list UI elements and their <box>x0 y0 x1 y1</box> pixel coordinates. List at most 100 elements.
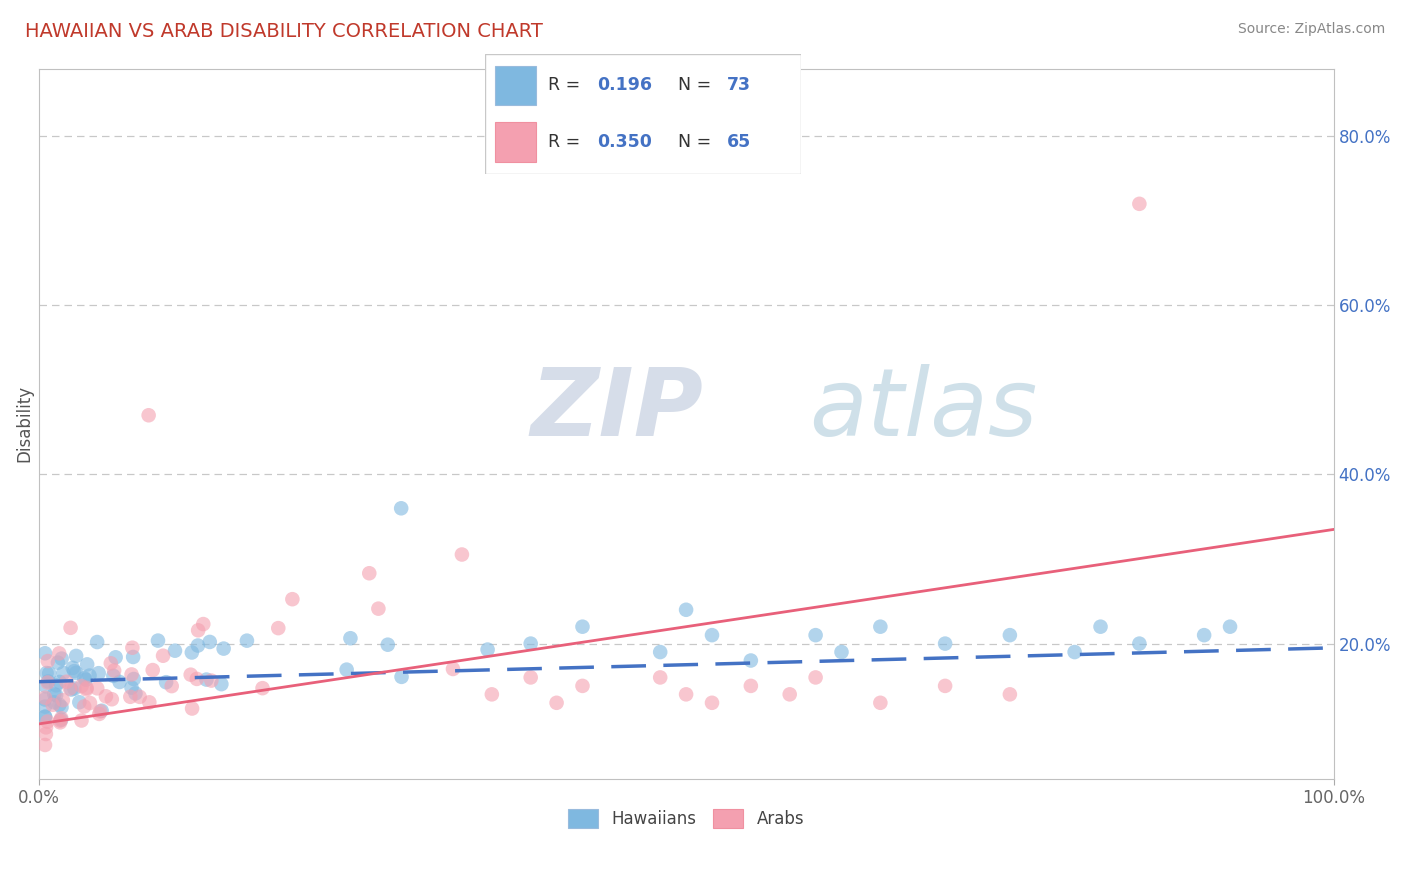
Point <box>700 696 723 710</box>
Point <box>121 640 143 655</box>
Point <box>67 695 90 709</box>
Point <box>389 501 412 516</box>
Point <box>200 673 222 688</box>
Point <box>571 620 593 634</box>
Point <box>79 696 101 710</box>
Point <box>34 738 56 752</box>
Point <box>267 621 290 635</box>
Point <box>49 715 72 730</box>
Point <box>89 706 111 721</box>
Point <box>34 709 56 723</box>
Point <box>51 700 73 714</box>
Point <box>65 648 87 663</box>
Point <box>121 681 143 695</box>
Point <box>650 645 672 659</box>
Point <box>90 704 112 718</box>
Text: atlas: atlas <box>808 364 1038 455</box>
Point <box>180 667 202 681</box>
Point <box>138 409 160 423</box>
Point <box>198 635 221 649</box>
Point <box>34 692 56 706</box>
Y-axis label: Disability: Disability <box>15 385 32 462</box>
Point <box>209 677 232 691</box>
Point <box>675 687 697 701</box>
Point <box>48 675 70 690</box>
Point <box>101 692 124 706</box>
Point <box>519 637 541 651</box>
Point <box>70 714 93 728</box>
Point <box>34 679 56 693</box>
Point <box>59 621 82 635</box>
Text: 73: 73 <box>727 77 751 95</box>
Point <box>212 641 235 656</box>
Point <box>155 675 177 690</box>
Point <box>124 686 146 700</box>
Point <box>37 674 59 689</box>
Point <box>650 670 672 684</box>
Point <box>70 679 93 693</box>
Point <box>45 678 67 692</box>
Text: 65: 65 <box>727 133 751 151</box>
Point <box>63 664 86 678</box>
Point <box>193 617 215 632</box>
Point <box>998 687 1021 701</box>
Point <box>367 601 389 615</box>
Point <box>180 645 202 659</box>
Point <box>831 645 853 659</box>
Point <box>477 642 499 657</box>
Point <box>122 672 145 686</box>
Point <box>35 720 58 734</box>
Point <box>869 620 891 634</box>
Point <box>1192 628 1215 642</box>
Point <box>869 696 891 710</box>
Point <box>75 682 97 697</box>
Point <box>441 662 464 676</box>
Point <box>59 681 82 696</box>
Point <box>55 674 77 689</box>
Point <box>65 665 87 680</box>
Point <box>120 690 142 704</box>
Point <box>34 690 56 705</box>
Point <box>546 696 568 710</box>
Point <box>76 657 98 672</box>
Point <box>87 666 110 681</box>
Point <box>46 656 69 670</box>
Point <box>451 548 474 562</box>
Point <box>1128 637 1150 651</box>
Point <box>804 628 827 642</box>
Point <box>108 675 131 690</box>
Point <box>359 566 381 581</box>
Point <box>42 695 65 709</box>
Point <box>377 638 399 652</box>
Point <box>160 679 183 693</box>
Point <box>481 687 503 701</box>
Point <box>44 687 66 701</box>
Point <box>998 628 1021 642</box>
Point <box>49 714 72 728</box>
Point <box>163 643 186 657</box>
Point <box>122 650 145 665</box>
Point <box>76 681 98 695</box>
Text: N =: N = <box>678 133 717 151</box>
Point <box>60 682 83 697</box>
Text: N =: N = <box>678 77 717 95</box>
Point <box>1128 197 1150 211</box>
Point <box>79 668 101 682</box>
Text: R =: R = <box>548 77 586 95</box>
Point <box>52 693 75 707</box>
FancyBboxPatch shape <box>485 54 801 174</box>
Point <box>73 671 96 685</box>
Point <box>336 663 359 677</box>
Point <box>104 650 127 665</box>
Point <box>103 669 125 683</box>
Point <box>1063 645 1085 659</box>
Point <box>779 687 801 701</box>
Legend: Hawaiians, Arabs: Hawaiians, Arabs <box>561 802 811 835</box>
Point <box>142 663 165 677</box>
Text: HAWAIIAN VS ARAB DISABILITY CORRELATION CHART: HAWAIIAN VS ARAB DISABILITY CORRELATION … <box>25 22 543 41</box>
Point <box>52 665 75 680</box>
Point <box>37 714 59 729</box>
Point <box>740 653 762 667</box>
Point <box>146 633 169 648</box>
Point <box>1090 620 1112 634</box>
